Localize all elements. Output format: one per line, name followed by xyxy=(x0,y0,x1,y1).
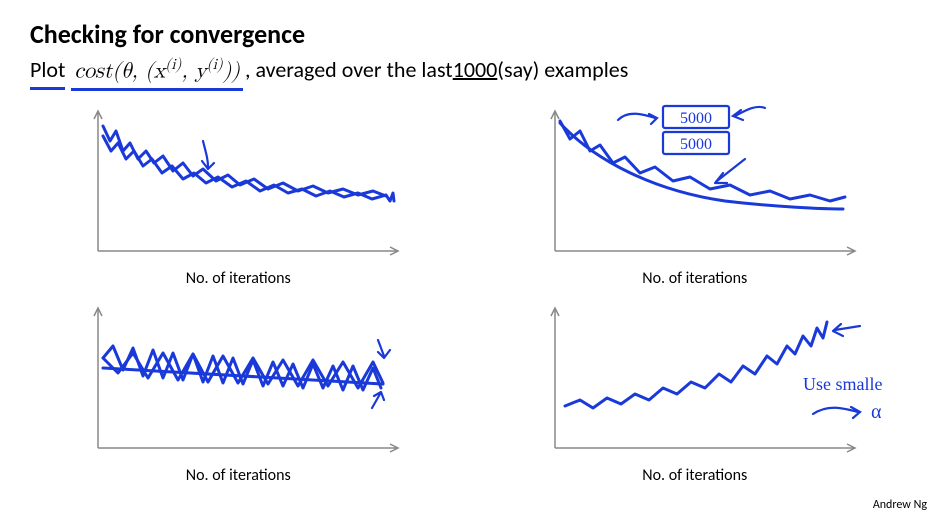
curve-diverging xyxy=(565,322,827,408)
curve-noisy-1 xyxy=(103,126,386,196)
subtitle-after: , averaged over the last xyxy=(245,56,453,83)
arrow-left xyxy=(833,324,860,336)
svg-text:5000: 5000 xyxy=(680,136,712,153)
chart-cell-tl: No. of iterations xyxy=(30,101,447,294)
xlabel-tr: No. of iterations xyxy=(642,269,747,288)
subtitle-1000: 1000 xyxy=(453,56,498,83)
down-arrow-annotation xyxy=(202,141,214,169)
cost-expression: cost(θ, (x(i), y(i))) xyxy=(71,56,243,91)
arrow-up xyxy=(372,392,384,408)
svg-text:α: α xyxy=(871,401,882,423)
xlabel-tl: No. of iterations xyxy=(186,269,291,288)
subtitle-tail: (say) examples xyxy=(497,56,628,83)
slide-title: Checking for convergence xyxy=(30,18,903,50)
annotation-5000-group: 5000 5000 xyxy=(613,100,793,165)
chart-cell-bl: No. of iterations xyxy=(30,298,447,491)
attribution: Andrew Ng xyxy=(873,498,927,512)
svg-text:5000: 5000 xyxy=(680,110,712,127)
xlabel-bl: No. of iterations xyxy=(186,466,291,485)
xlabel-br: No. of iterations xyxy=(642,466,747,485)
chart-tl xyxy=(68,101,408,271)
arrow-down xyxy=(378,340,390,358)
chart-bl xyxy=(68,298,408,468)
slide-subtitle: Plot cost(θ, (x(i), y(i))) , averaged ov… xyxy=(30,56,903,91)
plot-word: Plot xyxy=(30,56,65,90)
annotation-use-smaller-alpha: Use smalle α xyxy=(803,374,903,426)
